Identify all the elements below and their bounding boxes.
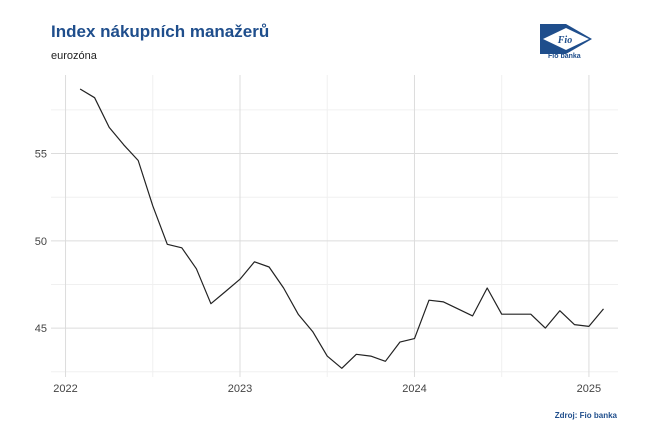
x-tick-label: 2023: [228, 383, 252, 395]
y-tick-label: 45: [35, 323, 47, 335]
chart-title: Index nákupních manažerů: [51, 22, 270, 41]
chart-tick-labels: 45 50 55 2022 2023 2024 2025: [35, 149, 601, 395]
x-tick-label: 2022: [53, 383, 77, 395]
logo-caption: Fio banka: [548, 53, 581, 60]
logo-mark: Fio: [557, 35, 572, 46]
series-line: [79, 88, 604, 369]
y-tick-label: 50: [35, 236, 47, 248]
chart-grid: [51, 75, 618, 377]
y-tick-label: 55: [35, 149, 47, 161]
x-tick-label: 2025: [577, 383, 601, 395]
chart-series: [79, 88, 604, 369]
chart-subtitle: eurozóna: [51, 50, 97, 62]
source-note: Zdroj: Fio banka: [554, 411, 617, 420]
x-tick-label: 2024: [402, 383, 426, 395]
fio-flag-icon: Fio: [540, 24, 592, 54]
